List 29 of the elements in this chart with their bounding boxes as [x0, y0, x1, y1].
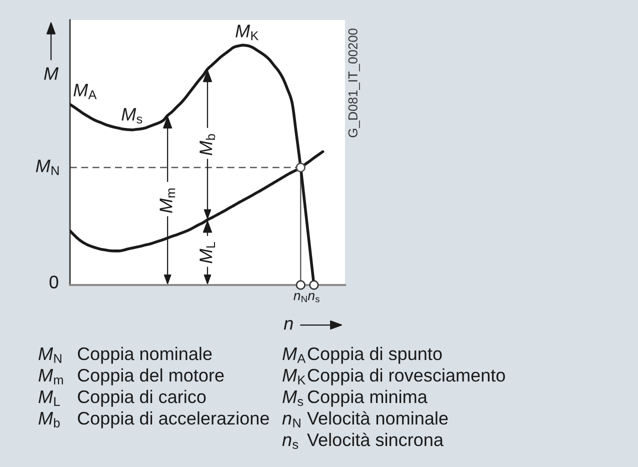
text: Coppia di rovesciamento — [308, 368, 505, 386]
ref-line-label: M$_{N}$ — [36, 160, 59, 175]
text: Coppia di spunto — [308, 346, 442, 364]
text: Velocità sincrona — [307, 432, 444, 446]
text: Coppia minima — [308, 390, 428, 407]
text: n$_{N}$ — [282, 414, 300, 428]
text: M$_{K}$ — [282, 369, 306, 384]
annotation: M$_{b}$ — [200, 134, 216, 156]
text: 0 — [50, 276, 58, 288]
text: M$_{m}$ — [38, 369, 63, 384]
annotation: M$_{m}$ — [160, 188, 176, 213]
text: M$_{N}$ — [38, 348, 62, 363]
y-axis-title: M — [44, 67, 59, 80]
text: M$_{A}$ — [282, 348, 306, 363]
annotation: M$_{K}$ — [236, 24, 259, 40]
annotation: M$_{L}$ — [200, 242, 215, 264]
text: M$_{b}$ — [38, 412, 60, 428]
text: M$_{s}$ — [282, 390, 304, 406]
annotation: M$_{s}$ — [122, 108, 142, 124]
text: n$_{s}$ — [282, 436, 298, 449]
text: Coppia di accelerazione — [78, 411, 269, 428]
text: Coppia di carico — [78, 390, 206, 407]
text: Coppia nominale — [78, 346, 212, 364]
x-axis-title: n — [284, 320, 293, 330]
text: Velocità nominale — [307, 411, 448, 425]
text: G_D081_IT_00200 — [348, 28, 360, 138]
text: Coppia del motore — [78, 368, 224, 386]
annotation: M$_{A}$ — [74, 84, 97, 100]
text: M$_{L}$ — [38, 390, 60, 406]
